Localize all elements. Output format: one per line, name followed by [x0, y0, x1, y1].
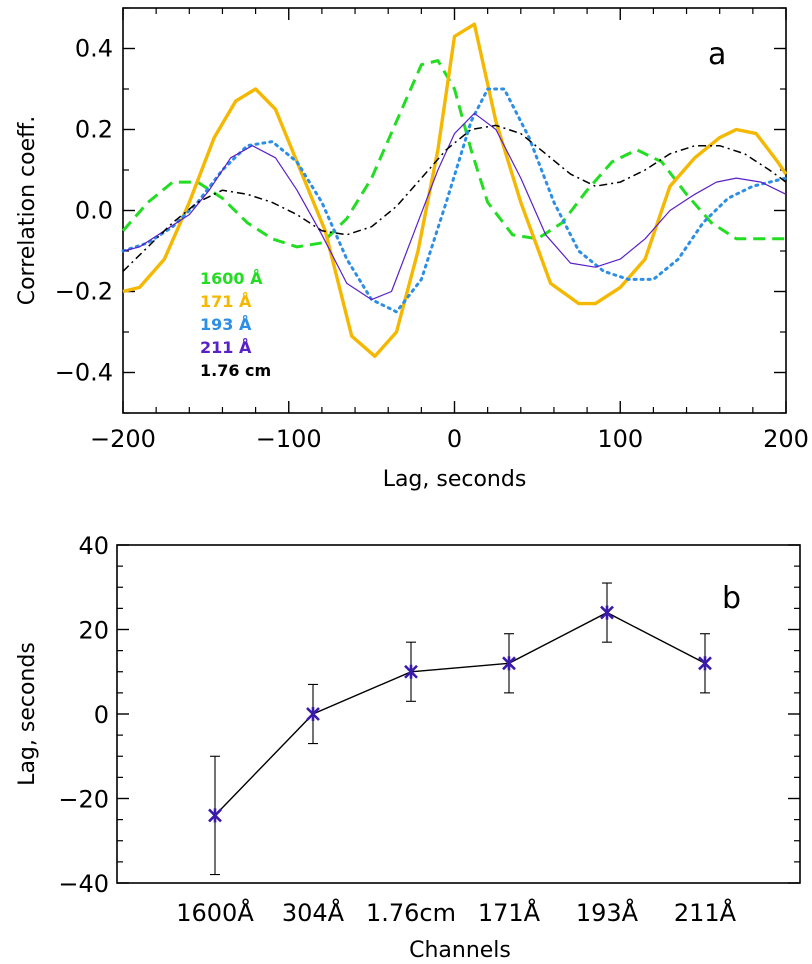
x-tick-label: 0 [447, 425, 462, 453]
x-tick-label: 100 [597, 425, 643, 453]
panel-a-y-axis-label: Correlation coeff. [15, 116, 40, 306]
y-tick-label: 0.0 [75, 197, 113, 225]
panel-a-label: a [708, 37, 726, 72]
legend-1-76cm: 1.76 cm [200, 361, 271, 380]
data-point-marker [404, 664, 418, 679]
x-tick-label: 200 [763, 425, 809, 453]
legend-193: 193 Å [200, 315, 252, 334]
x-tick-label: 1.76cm [366, 899, 456, 927]
lag-line [214, 611, 706, 816]
panel-b-ticks: −40 −20 0 20 40 1600Å 304Å 1.76cm 171Å 193Å 211Å [58, 532, 800, 927]
x-tick-label: 304Å [282, 898, 345, 927]
data-point-marker [208, 808, 222, 823]
x-tick-label: −200 [90, 425, 156, 453]
panel-b-x-axis-label: Channels [409, 938, 511, 963]
y-tick-label: 0.4 [75, 35, 113, 63]
panel-a-x-axis-label: Lag, seconds [383, 467, 527, 492]
series-211-line [122, 112, 787, 301]
panel-a: −200 −100 0 100 200 −0.4 −0.2 0.0 0.2 0.4 a Lag, … [15, 7, 809, 492]
panel-b-label: b [722, 581, 741, 616]
y-tick-label: 40 [78, 532, 109, 560]
legend-1600: 1600 Å [200, 269, 263, 288]
data-point-marker [698, 656, 712, 671]
x-tick-label: 171Å [478, 898, 541, 927]
panel-a-series [121, 22, 788, 358]
panel-b-frame [116, 544, 801, 884]
legend-171: 171 Å [200, 292, 252, 311]
x-tick-label: −100 [256, 425, 322, 453]
data-point-marker [306, 707, 320, 721]
series-193-line [121, 87, 788, 314]
x-tick-label: 193Å [576, 898, 639, 927]
panel-a-ticks: −200 −100 0 100 200 −0.4 −0.2 0.0 0.2 0.4 [55, 7, 809, 453]
panel-b: −40 −20 0 20 40 1600Å 304Å 1.76cm 171Å 193Å 211Å b… [15, 532, 801, 963]
legend-211: 211 Å [200, 338, 252, 357]
x-tick-label: 211Å [674, 898, 737, 927]
data-point-marker [600, 605, 614, 620]
series-171-line [122, 22, 788, 358]
y-tick-label: 20 [78, 617, 109, 645]
y-tick-label: −0.2 [55, 278, 113, 306]
panel-b-y-axis-label: Lag, seconds [15, 642, 40, 786]
y-tick-label: −20 [58, 786, 109, 814]
y-tick-label: 0.2 [75, 116, 113, 144]
panel-a-legend: 1600 Å 171 Å 193 Å 211 Å 1.76 cm [200, 269, 271, 380]
y-tick-label: −0.4 [55, 359, 113, 387]
series-1-76cm-line [122, 124, 787, 272]
panel-b-series [208, 582, 712, 876]
x-tick-label: 1600Å [176, 898, 254, 927]
series-1600-line [121, 59, 786, 249]
y-tick-label: −40 [58, 870, 109, 898]
y-tick-label: 0 [94, 701, 109, 729]
data-point-marker [502, 656, 516, 671]
